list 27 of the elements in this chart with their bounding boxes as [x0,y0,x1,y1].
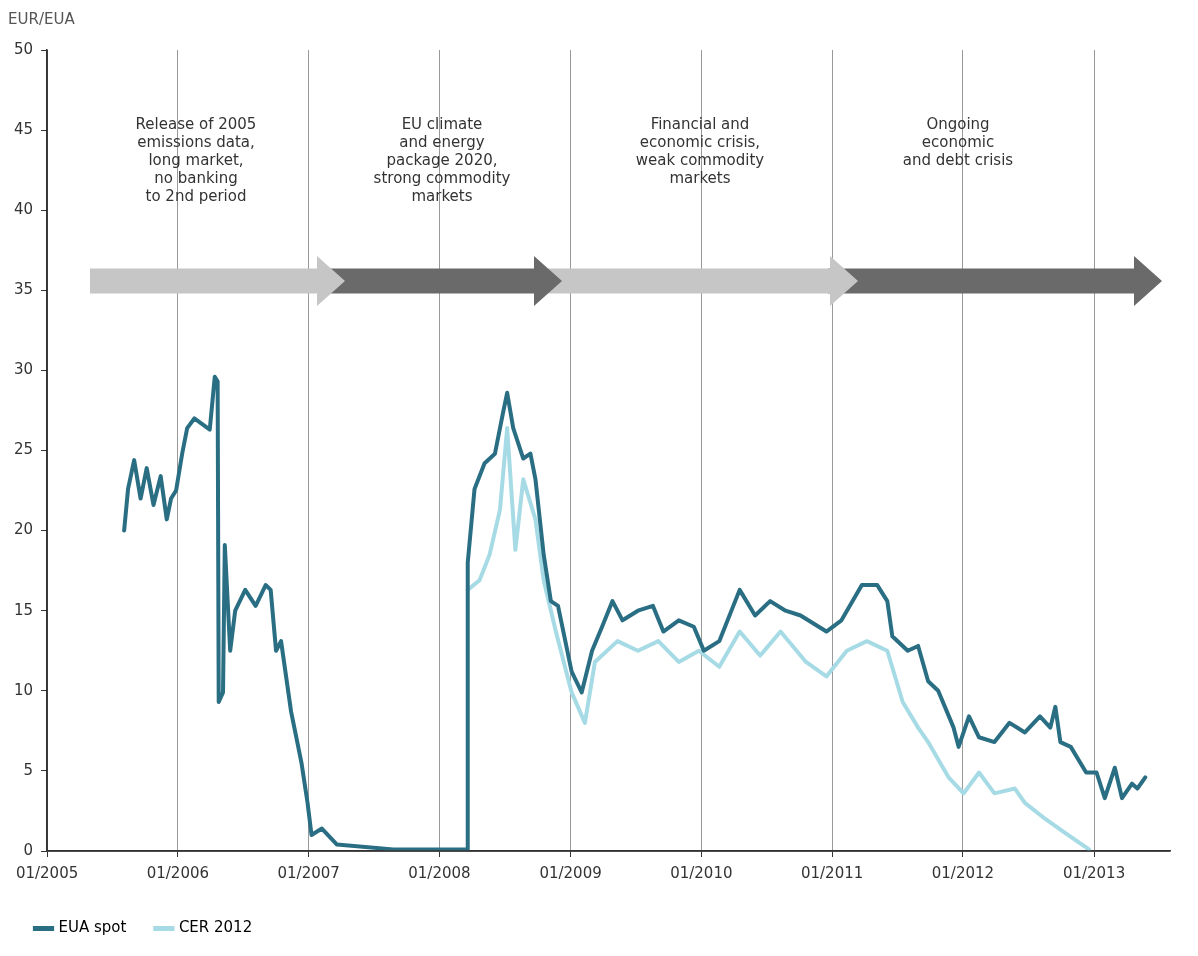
y-tick-label: 10 [13,680,34,699]
y-axis-title: EUR/EUA [8,10,75,28]
annotation: Ongoing economic and debt crisis [901,115,1015,169]
x-tick-label: 01/2007 [277,863,340,882]
x-tick-label: 01/2013 [1062,863,1126,882]
x-tick-label: 01/2008 [408,863,471,882]
x-tick-label: 01/2009 [539,863,602,882]
y-tick-label: 0 [23,840,34,859]
legend-label: CER 2012 [178,918,253,937]
x-tick-label: 01/2006 [146,863,210,882]
annotation: Release of 2005 emissions data, long market, no banking to 2nd period [134,115,258,205]
y-tick-label: 35 [13,280,34,299]
y-tick-label: 15 [13,600,34,619]
y-tick-label: 50 [13,39,34,58]
y-tick-label: 25 [13,440,34,459]
y-tick-label: 5 [23,760,34,779]
x-tick-label: 01/2011 [800,863,864,882]
annotation: Financial and economic crisis, weak commodity markets [634,115,766,187]
x-tick-label: 01/2010 [670,863,733,882]
x-tick-label: 01/2012 [931,863,995,882]
annotation: EU climate and energy package 2020, strong commodity markets [372,115,512,205]
legend-label: EUA spot [58,918,127,937]
y-tick-label: 30 [13,360,34,379]
x-tick-label: 01/2005 [15,863,79,882]
y-tick-label: 45 [13,119,34,138]
y-tick-label: 40 [13,200,34,219]
y-tick-label: 20 [13,520,34,539]
